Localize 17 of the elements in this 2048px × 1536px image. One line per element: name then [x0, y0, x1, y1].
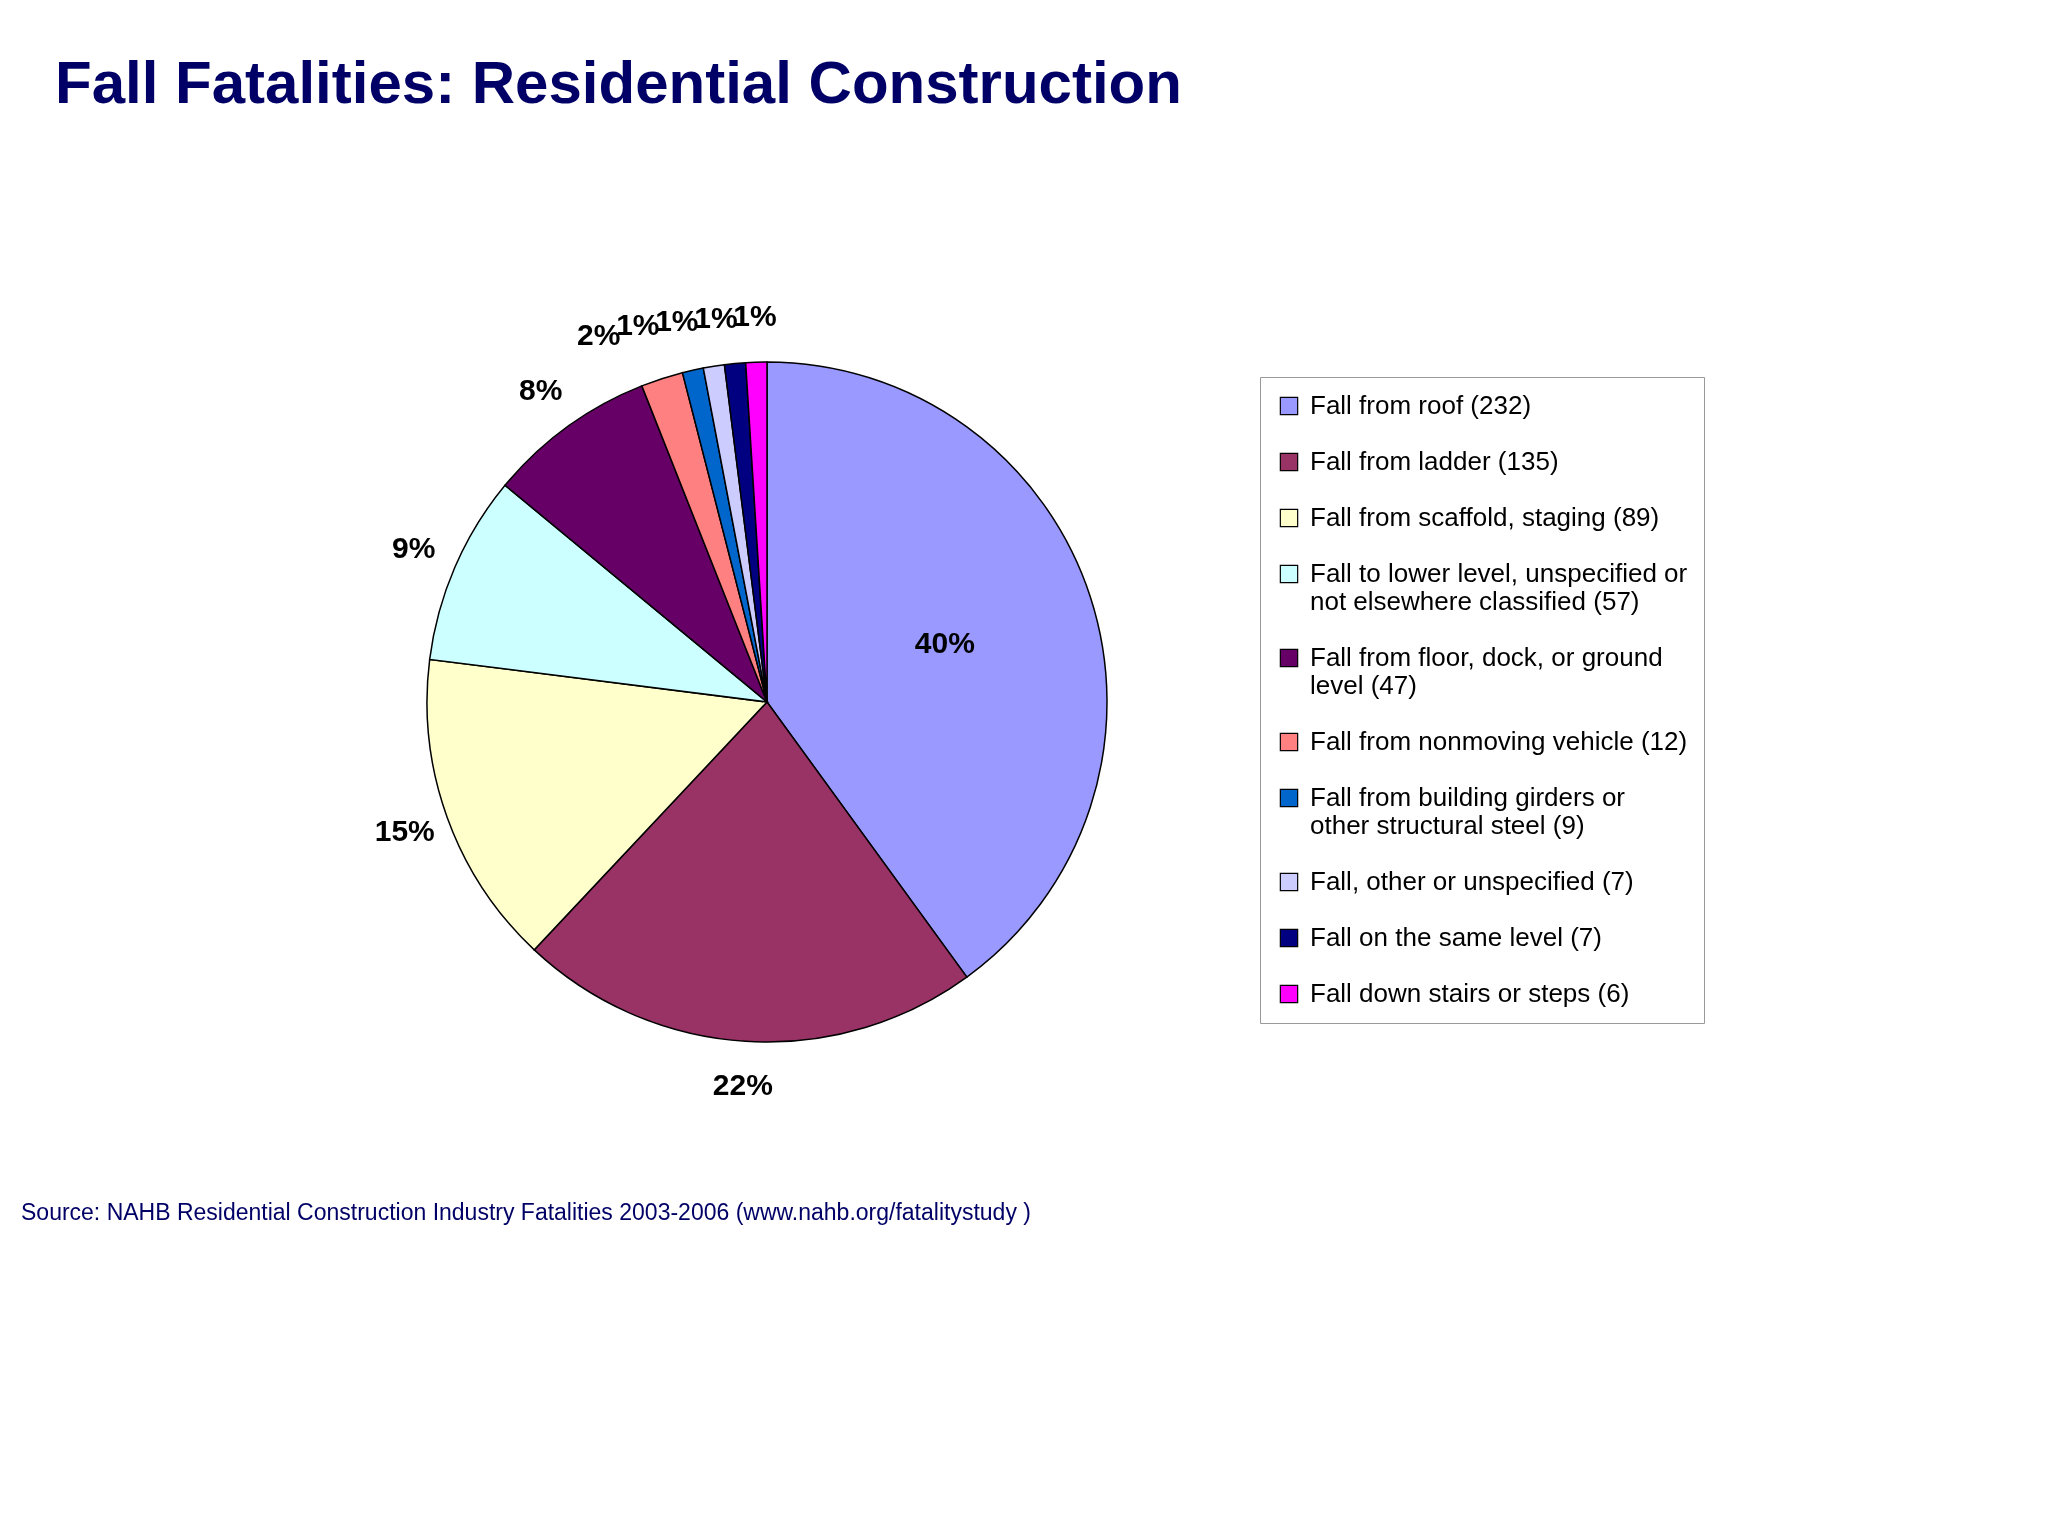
data-label: 40% — [914, 626, 975, 660]
legend-label: Fall from ladder (135) — [1310, 446, 1559, 476]
legend-label: Fall down stairs or steps (6) — [1310, 978, 1630, 1008]
data-label: 8% — [519, 372, 563, 406]
legend-label: Fall, other or unspecified (7) — [1310, 866, 1634, 896]
legend-label: Fall from building girders or other structural steel (9) — [1310, 782, 1626, 840]
data-label: 15% — [374, 814, 435, 848]
legend-label: Fall from scaffold, staging (89) — [1310, 502, 1660, 532]
legend-label: Fall from roof (232) — [1310, 390, 1532, 420]
legend-label: Fall on the same level (7) — [1310, 922, 1602, 952]
data-label: 22% — [712, 1068, 773, 1102]
legend-label: Fall from floor, dock, or ground level (47) — [1310, 642, 1663, 700]
legend-label: Fall from nonmoving vehicle (12) — [1310, 726, 1688, 756]
source-note: Source: NAHB Residential Construction Industry Fatalities 2003-2006 (www.nahb.org/fatalitystudy ) — [21, 1199, 1031, 1225]
data-label: 9% — [391, 531, 436, 565]
chart-title: Fall Fatalities: Residential Construction — [55, 49, 1182, 117]
legend-label: Fall to lower level, unspecified or not elsewhere classified (57) — [1310, 558, 1688, 616]
